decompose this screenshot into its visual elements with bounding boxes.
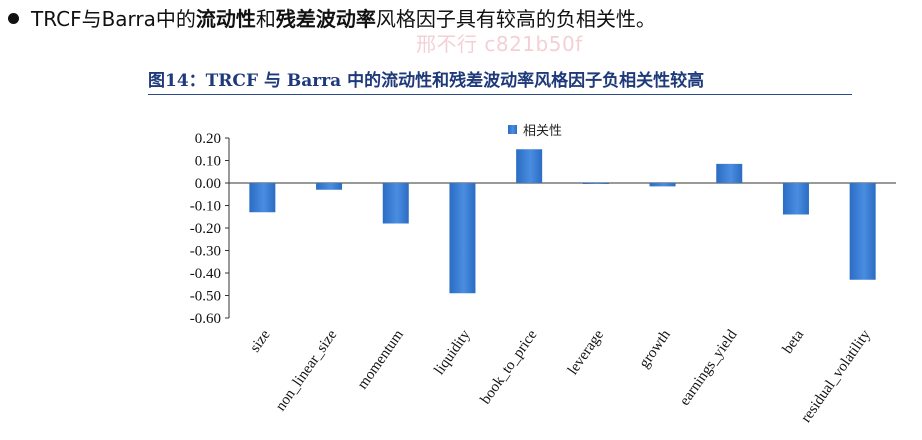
x-tick-label: momentum bbox=[355, 327, 407, 392]
bullet-dot-icon bbox=[8, 12, 19, 24]
title-rule bbox=[148, 94, 852, 95]
x-tick-label: non_linear_size bbox=[273, 327, 341, 414]
legend: 相关性 bbox=[508, 120, 562, 139]
bullet-text-1: TRCF与Barra中的 bbox=[31, 6, 196, 31]
legend-label: 相关性 bbox=[523, 124, 563, 139]
bullet-text-2: 和 bbox=[255, 6, 276, 31]
x-tick-label: beta bbox=[780, 327, 808, 357]
bar-momentum bbox=[382, 183, 409, 224]
x-tick-label: residual_volatility bbox=[798, 327, 874, 426]
y-tick-label: 0.10 bbox=[195, 154, 221, 170]
bullet-text-3: 风格因子具有较高的负相关性。 bbox=[375, 6, 656, 31]
bullet-line: TRCF与Barra中的 流动性和残差波动率 风格因子具有较高的负相关性。 bbox=[8, 0, 656, 34]
bar-non_linear_size bbox=[316, 183, 343, 190]
figure-title: 图14：TRCF 与 Barra 中的流动性和残差波动率风格因子负相关性较高 bbox=[148, 71, 705, 91]
y-tick-label: -0.20 bbox=[190, 221, 221, 237]
bar-book_to_price bbox=[516, 149, 543, 183]
y-tick-label: -0.30 bbox=[190, 244, 221, 260]
y-tick-label: -0.50 bbox=[190, 289, 221, 305]
bar-leverage bbox=[582, 183, 609, 184]
legend-swatch bbox=[508, 125, 517, 134]
y-tick-label: 0.00 bbox=[195, 176, 221, 192]
bar-beta bbox=[782, 183, 809, 215]
bar-earnings_yield bbox=[716, 163, 743, 183]
bar-liquidity bbox=[449, 183, 476, 294]
y-tick-label: 0.20 bbox=[195, 131, 221, 147]
x-tick-label: earnings_yield bbox=[677, 327, 741, 409]
x-tick-label: size bbox=[247, 327, 274, 356]
x-tick-label: growth bbox=[636, 327, 674, 371]
x-tick-label: leverage bbox=[565, 327, 607, 378]
y-tick-label: -0.10 bbox=[190, 199, 221, 215]
watermark: 邢不行 c821b50f bbox=[416, 32, 583, 56]
x-tick-label: liquidity bbox=[431, 327, 474, 378]
y-tick-label: -0.40 bbox=[190, 266, 221, 282]
x-tick-label: book_to_price bbox=[478, 327, 541, 407]
bar-size bbox=[249, 183, 276, 213]
bullet-bold-2: 残差波动率 bbox=[275, 6, 376, 31]
bar-residual_volatility bbox=[849, 183, 876, 280]
y-tick-label: -0.60 bbox=[190, 311, 221, 327]
bullet-bold-1: 流动性 bbox=[195, 6, 256, 31]
bar-growth bbox=[649, 183, 676, 187]
